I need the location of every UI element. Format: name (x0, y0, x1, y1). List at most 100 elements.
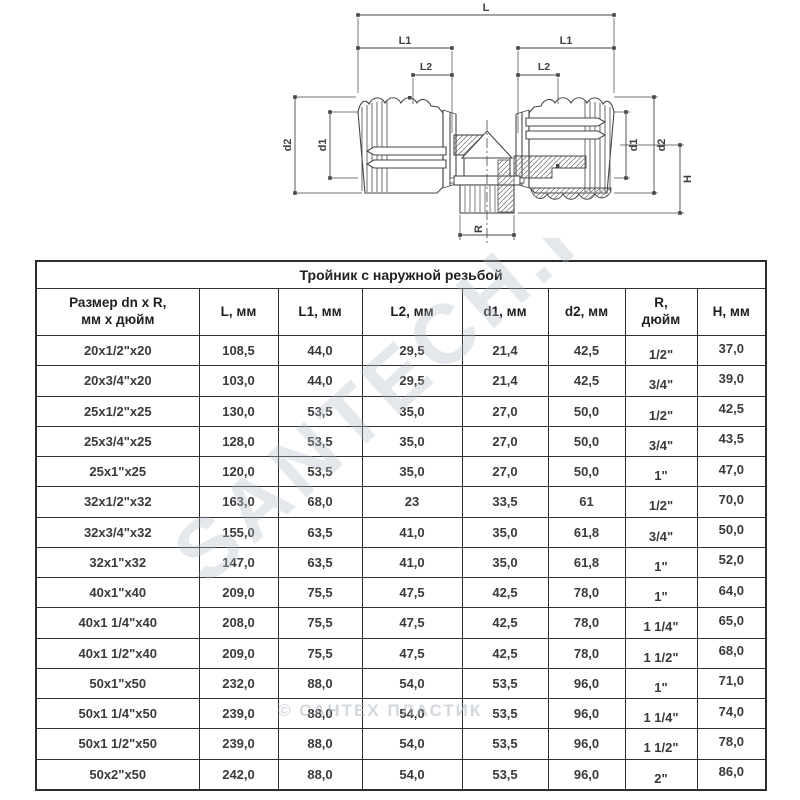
table-header-row: Размер dn x R, мм х дюйм L, мм L1, мм L2… (35, 288, 767, 336)
cell-d2: 61 (547, 486, 626, 518)
cell-L1: 53,5 (277, 425, 363, 458)
cell-H: 42,5 (696, 395, 767, 427)
cell-L2: 54,0 (361, 728, 463, 760)
cell-L2: 29,5 (361, 365, 463, 397)
cell-L2: 35,0 (361, 425, 463, 458)
cell-L: 239,0 (198, 697, 279, 730)
dimension-lines (293, 13, 682, 237)
cell-H: 86,0 (696, 758, 767, 791)
extension-lines (295, 18, 684, 240)
table-title: Тройник с наружной резьбой (35, 260, 767, 289)
cell-R: 1" (624, 667, 698, 700)
col-header-d1: d1, мм (461, 288, 549, 336)
cell-L1: 88,0 (277, 667, 363, 700)
cell-L: 155,0 (198, 516, 279, 548)
cell-R: 1" (624, 546, 698, 579)
cell-R: 1 1/2" (624, 728, 698, 760)
cell-L: 130,0 (198, 395, 279, 427)
cell-H: 37,0 (696, 334, 767, 367)
cell-size: 40x1"x40 (35, 576, 200, 609)
cell-R: 2" (624, 758, 698, 791)
cell-d2: 50,0 (547, 455, 626, 488)
cell-L1: 63,5 (277, 546, 363, 579)
spec-table: Тройник с наружной резьбой Размер dn x R… (35, 260, 768, 791)
col-header-L: L, мм (198, 288, 279, 336)
table-row: 40x1 1/2"x40 209,0 75,5 47,5 42,5 78,0 1… (35, 637, 767, 669)
cell-L1: 44,0 (277, 334, 363, 367)
cell-size: 25x3/4"x25 (35, 425, 200, 458)
cell-L2: 54,0 (361, 758, 463, 791)
cell-d2: 78,0 (547, 576, 626, 609)
cell-d2: 42,5 (547, 365, 626, 397)
cell-H: 65,0 (696, 607, 767, 639)
cell-R: 1" (624, 455, 698, 488)
table-row: 32x1"x32 147,0 63,5 41,0 35,0 61,8 1" 52… (35, 546, 767, 579)
cell-H: 68,0 (696, 637, 767, 669)
cell-d1: 53,5 (461, 728, 549, 760)
label-L2-left: L2 (420, 61, 432, 73)
reference-dot-left (408, 96, 412, 100)
cell-L: 120,0 (198, 455, 279, 488)
cell-size: 32x1/2"x32 (35, 486, 200, 518)
table-row: 20x3/4"x20 103,0 44,0 29,5 21,4 42,5 3/4… (35, 365, 767, 397)
col-header-L2: L2, мм (361, 288, 463, 336)
col-header-size: Размер dn x R, мм х дюйм (35, 288, 200, 336)
cell-L: 128,0 (198, 425, 279, 458)
cell-size: 25x1/2"x25 (35, 395, 200, 427)
cell-L1: 63,5 (277, 516, 363, 548)
cell-L2: 35,0 (361, 395, 463, 427)
cell-d1: 35,0 (461, 546, 549, 579)
table-row: 50x1 1/2"x50 239,0 88,0 54,0 53,5 96,0 1… (35, 728, 767, 760)
cell-d1: 21,4 (461, 365, 549, 397)
cell-size: 50x2"x50 (35, 758, 200, 791)
cell-R: 1/2" (624, 334, 698, 367)
cell-d2: 50,0 (547, 395, 626, 427)
cell-L: 163,0 (198, 486, 279, 518)
cell-d1: 27,0 (461, 425, 549, 458)
cell-d1: 53,5 (461, 667, 549, 700)
cell-L: 209,0 (198, 576, 279, 609)
cell-R: 1" (624, 576, 698, 609)
label-L1-right: L1 (560, 35, 573, 47)
cell-d1: 33,5 (461, 486, 549, 518)
label-L: L (483, 2, 490, 14)
cell-R: 1/2" (624, 486, 698, 518)
cell-R: 1 1/4" (624, 607, 698, 639)
cell-d2: 78,0 (547, 607, 626, 639)
cell-d2: 96,0 (547, 758, 626, 791)
table-row: 25x1"x25 120,0 53,5 35,0 27,0 50,0 1" 47… (35, 455, 767, 488)
cell-size: 32x1"x32 (35, 546, 200, 579)
cell-size: 25x1"x25 (35, 455, 200, 488)
table-row: 50x1 1/4"x50 239,0 88,0 54,0 53,5 96,0 1… (35, 697, 767, 730)
cell-L1: 88,0 (277, 728, 363, 760)
cell-d1: 42,5 (461, 637, 549, 669)
cell-L: 147,0 (198, 546, 279, 579)
cell-L1: 75,5 (277, 576, 363, 609)
table-row: 50x2"x50 242,0 88,0 54,0 53,5 96,0 2" 86… (35, 758, 767, 791)
cell-L1: 75,5 (277, 637, 363, 669)
cell-L1: 53,5 (277, 395, 363, 427)
cell-H: 52,0 (696, 546, 767, 579)
cell-L1: 88,0 (277, 697, 363, 730)
cell-H: 74,0 (696, 697, 767, 730)
table-row: 25x1/2"x25 130,0 53,5 35,0 27,0 50,0 1/2… (35, 395, 767, 427)
tee-fitting-drawing: L L1 L1 L2 L2 d2 d1 d1 d2 H R (268, 0, 708, 252)
label-d2-right: d2 (656, 139, 668, 152)
cell-d1: 53,5 (461, 697, 549, 730)
label-L2-right: L2 (538, 61, 550, 73)
cell-L: 103,0 (198, 365, 279, 397)
cell-L1: 88,0 (277, 758, 363, 791)
spec-table-body: 20x1/2"x20 108,5 44,0 29,5 21,4 42,5 1/2… (35, 334, 767, 791)
cell-L1: 75,5 (277, 607, 363, 639)
reference-dot-right (556, 164, 560, 168)
cell-H: 47,0 (696, 455, 767, 488)
cell-L1: 53,5 (277, 455, 363, 488)
dimension-labels: L L1 L1 L2 L2 d2 d1 d1 d2 H R (282, 2, 694, 233)
cell-d1: 35,0 (461, 516, 549, 548)
cell-size: 40x1 1/2"x40 (35, 637, 200, 669)
cell-L: 232,0 (198, 667, 279, 700)
cell-d2: 61,8 (547, 546, 626, 579)
cell-R: 3/4" (624, 365, 698, 397)
tee-fitting-svg: L L1 L1 L2 L2 d2 d1 d1 d2 H R (282, 2, 694, 246)
